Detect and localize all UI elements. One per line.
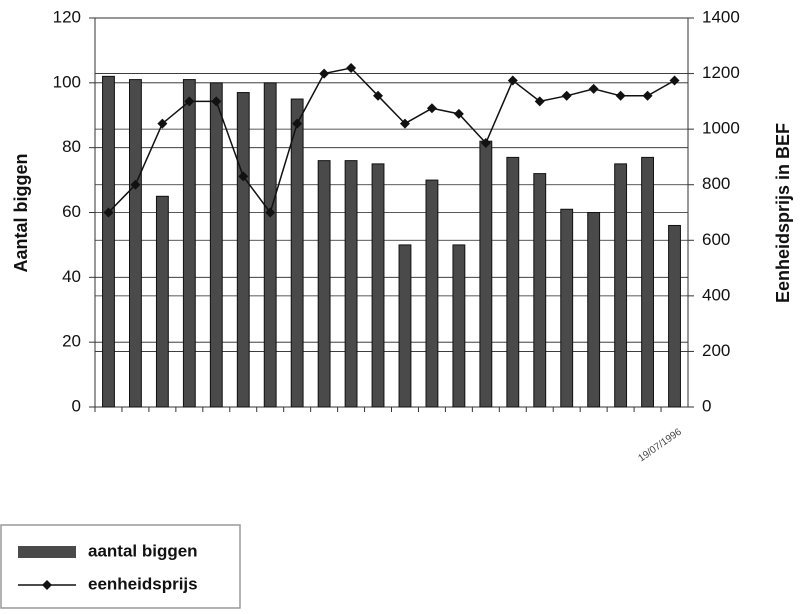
marker: [669, 75, 680, 86]
line: [107, 67, 675, 215]
bar: [209, 82, 223, 408]
marker: [103, 207, 114, 218]
marker: [561, 90, 572, 101]
bar: [614, 163, 628, 408]
bar: [479, 140, 493, 408]
bar: [587, 212, 601, 408]
y2-tick-label: 1400: [702, 7, 740, 26]
marker: [346, 63, 357, 74]
bar: [371, 163, 385, 408]
bar: [236, 92, 250, 408]
y-tick-label: 40: [62, 267, 81, 286]
marker: [588, 83, 599, 94]
legend-box: [0, 524, 241, 609]
legend-marker: [42, 580, 52, 590]
y2-tick-label: 400: [702, 285, 730, 304]
bar: [398, 244, 412, 408]
marker: [184, 96, 195, 107]
x-tick-label: 19/07/1996: [636, 426, 684, 464]
marker: [615, 90, 626, 101]
bar: [344, 160, 358, 408]
bar: [668, 224, 681, 408]
y2-tick-label: 600: [702, 230, 730, 249]
bar: [317, 160, 331, 408]
marker: [238, 171, 249, 182]
bar: [129, 79, 142, 408]
bar: [560, 208, 574, 408]
y-tick-label: 0: [72, 396, 81, 415]
marker: [157, 118, 168, 129]
y-axis-title: Aantal biggen: [11, 153, 31, 272]
marker: [642, 90, 653, 101]
y-tick-label: 60: [62, 202, 81, 221]
y2-tick-label: 0: [702, 396, 711, 415]
y-tick-label: 120: [53, 7, 81, 26]
marker: [453, 108, 464, 119]
legend: [0, 524, 241, 609]
marker: [319, 68, 330, 79]
bar: [182, 79, 196, 408]
y2-axis-title: Eenheidsprijs in BEF: [773, 123, 793, 303]
bar: [263, 82, 277, 408]
marker: [292, 118, 303, 129]
bar: [102, 75, 115, 408]
bar: [290, 98, 304, 408]
y2-tick-label: 1200: [702, 63, 740, 82]
legend-label: eenheidsprijs: [88, 574, 198, 593]
bar: [425, 179, 439, 408]
bar: [155, 195, 169, 408]
marker: [426, 103, 437, 114]
bar: [641, 156, 654, 408]
y2-tick-label: 800: [702, 174, 730, 193]
marker: [480, 138, 491, 149]
marker: [534, 96, 545, 107]
marker: [507, 75, 518, 86]
y-tick-label: 20: [62, 332, 81, 351]
marker: [211, 96, 222, 107]
y2-tick-label: 1000: [702, 119, 740, 138]
legend-swatch: [18, 546, 76, 558]
bar: [452, 244, 466, 408]
marker: [130, 179, 141, 190]
bar: [533, 173, 547, 408]
y-tick-label: 80: [62, 137, 81, 156]
marker: [265, 207, 276, 218]
legend-label: aantal biggen: [88, 541, 198, 560]
marker: [373, 90, 384, 101]
y-tick-label: 100: [53, 72, 81, 91]
bar: [506, 156, 520, 408]
y2-tick-label: 200: [702, 341, 730, 360]
marker: [399, 118, 410, 129]
